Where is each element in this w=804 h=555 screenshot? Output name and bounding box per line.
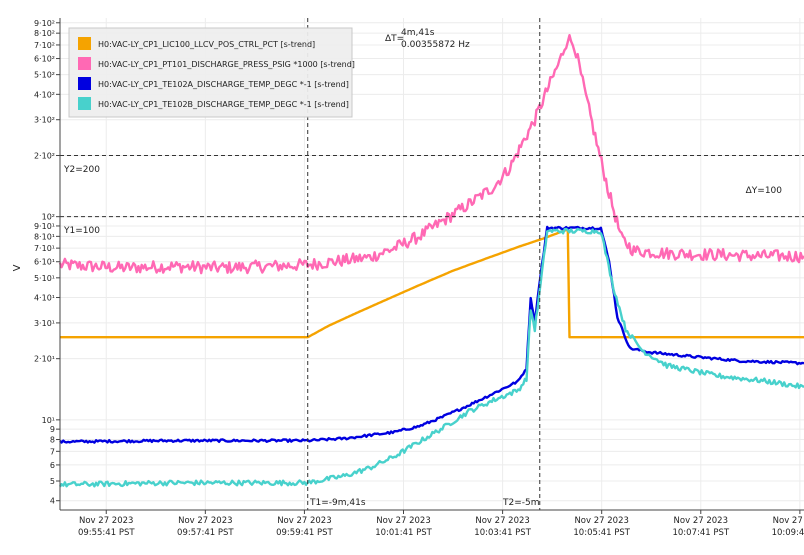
x-tick-label: 10:05:41 PST (573, 528, 630, 538)
x-tick-label: 09:57:41 PST (177, 528, 234, 538)
y-tick-label: 9·10² (34, 19, 55, 28)
x-axis-ticks: Nov 27 2023 09:55:41 PST Nov 27 2023 09:57:… (78, 510, 804, 538)
y-tick-label: 8·10² (34, 29, 55, 38)
series-line (60, 228, 804, 339)
y-tick-label: 6·10² (34, 55, 55, 64)
x-tick-date: Nov 27 2023 (674, 516, 728, 526)
x-tick-date: Nov 27 2023 (178, 516, 232, 526)
legend-label: H0:VAC-LY_CP1_TE102A_DISCHARGE_TEMP_DEGC… (98, 80, 349, 89)
x-tick-label: 10:03:41 PST (474, 528, 531, 538)
y-tick-label: 5·10¹ (34, 274, 55, 283)
y-tick-label: 9 (50, 425, 55, 434)
cursor-t1-label: T1=-9m,41s (309, 498, 366, 508)
y-tick-label: 4·10² (34, 90, 55, 99)
legend-swatch (78, 37, 91, 50)
cursor-delta-t-freq: 0.00355872 Hz (401, 40, 470, 50)
legend-swatch (78, 57, 91, 70)
y-tick-label: 8 (50, 436, 55, 445)
y-tick-label: 3·10¹ (34, 319, 55, 328)
y-tick-label: 5 (50, 477, 55, 486)
x-tick-date: Nov 27 2023 (773, 516, 804, 526)
legend-label: H0:VAC-LY_CP1_TE102B_DISCHARGE_TEMP_DEGC… (98, 100, 349, 109)
y-tick-label: 2·10¹ (34, 355, 55, 364)
series-line (58, 34, 804, 275)
x-tick-date: Nov 27 2023 (376, 516, 430, 526)
cursor-delta-y-label: ΔY=100 (746, 186, 783, 196)
x-tick-label: 10:09:41 PST (772, 528, 804, 538)
y-tick-label: 10¹ (42, 416, 55, 425)
y-tick-label: 2·10² (34, 151, 55, 160)
series-line (58, 227, 804, 488)
x-tick-label: 09:59:41 PST (276, 528, 333, 538)
legend-items: H0:VAC-LY_CP1_LIC100_LLCV_POS_CTRL_PCT [… (78, 37, 355, 110)
legend-swatch (78, 77, 91, 90)
y-tick-label: 7·10² (34, 41, 55, 50)
y-axis-label: V (12, 264, 23, 271)
y-tick-label: 7 (50, 447, 55, 456)
y-tick-label: 8·10¹ (34, 232, 55, 241)
x-tick-date: Nov 27 2023 (79, 516, 133, 526)
cursor-delta-t-prefix: ΔT= (385, 34, 404, 44)
y-tick-label: 4 (50, 497, 55, 506)
legend-box (68, 27, 353, 118)
series-layer (58, 34, 804, 488)
y-tick-label: 4·10¹ (34, 294, 55, 303)
cursor-y2-label: Y2=200 (63, 165, 100, 175)
cursor-delta-t-value: 4m,41s (401, 28, 435, 38)
legend-swatch (78, 97, 91, 110)
legend-label: H0:VAC-LY_CP1_LIC100_LLCV_POS_CTRL_PCT [… (98, 40, 315, 49)
cursor-t2-label: T2=-5m (502, 498, 540, 508)
y-tick-label: 3·10² (34, 116, 55, 125)
legend[interactable]: H0:VAC-LY_CP1_LIC100_LLCV_POS_CTRL_PCT [… (68, 27, 355, 118)
x-tick-label: 10:01:41 PST (375, 528, 432, 538)
x-tick-date: Nov 27 2023 (475, 516, 529, 526)
y-tick-label: 5·10² (34, 71, 55, 80)
y-tick-label: 6 (50, 461, 55, 470)
y-tick-label: 10² (42, 213, 55, 222)
cursor-layer (60, 18, 804, 510)
x-tick-date: Nov 27 2023 (277, 516, 331, 526)
y-tick-label: 6·10¹ (34, 258, 55, 267)
x-tick-date: Nov 27 2023 (574, 516, 628, 526)
legend-label: H0:VAC-LY_CP1_PT101_DISCHARGE_PRESS_PSIG… (98, 60, 355, 69)
x-tick-label: 10:07:41 PST (672, 528, 729, 538)
series-line (59, 225, 804, 444)
y-tick-label: 9·10¹ (34, 222, 55, 231)
cursor-y1-label: Y1=100 (63, 226, 100, 236)
y-tick-label: 7·10¹ (34, 244, 55, 253)
x-tick-label: 09:55:41 PST (78, 528, 135, 538)
